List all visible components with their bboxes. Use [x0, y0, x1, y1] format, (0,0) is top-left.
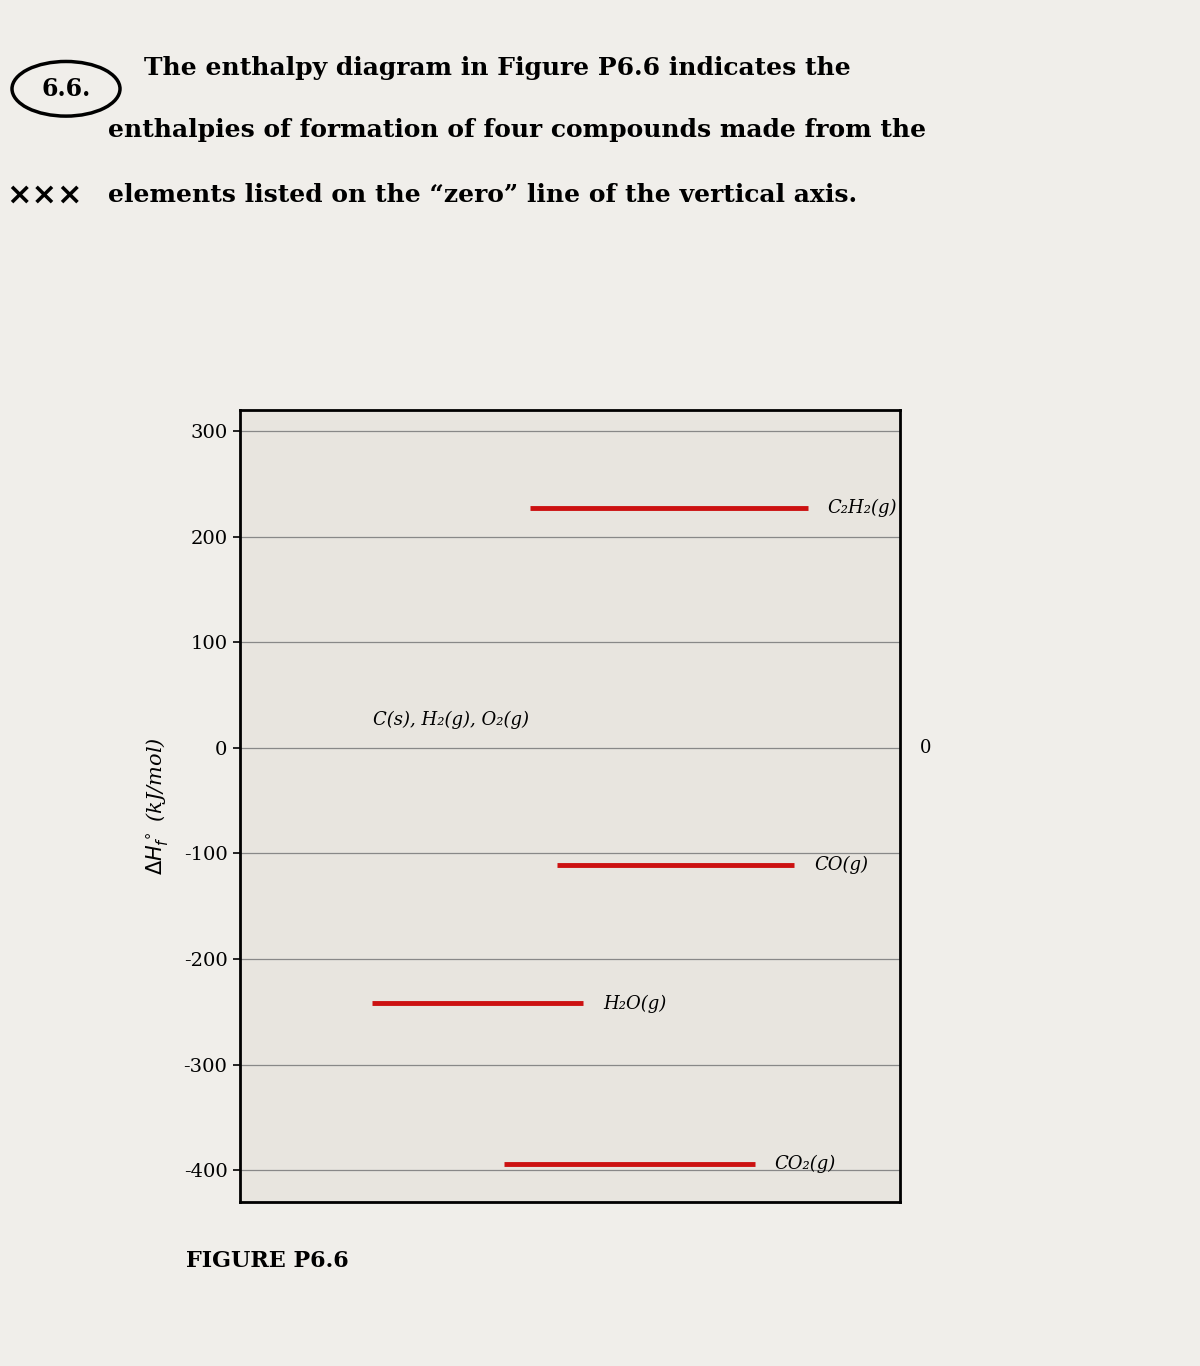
- Text: C(s), H₂(g), O₂(g): C(s), H₂(g), O₂(g): [373, 710, 529, 729]
- Text: CO(g): CO(g): [815, 856, 869, 874]
- Text: H₂O(g): H₂O(g): [604, 994, 666, 1012]
- Text: CO₂(g): CO₂(g): [775, 1154, 836, 1173]
- Text: ×××: ×××: [6, 180, 83, 209]
- Text: elements listed on the “zero” line of the vertical axis.: elements listed on the “zero” line of th…: [108, 183, 857, 206]
- Y-axis label: $\Delta H_f^\circ\ \mathregular{(kJ/mol)}$: $\Delta H_f^\circ\ \mathregular{(kJ/mol)…: [144, 736, 169, 876]
- Text: 6.6.: 6.6.: [41, 76, 91, 101]
- Text: The enthalpy diagram in Figure P6.6 indicates the: The enthalpy diagram in Figure P6.6 indi…: [144, 56, 851, 81]
- Text: FIGURE P6.6: FIGURE P6.6: [186, 1250, 349, 1272]
- Text: enthalpies of formation of four compounds made from the: enthalpies of formation of four compound…: [108, 117, 926, 142]
- Text: C₂H₂(g): C₂H₂(g): [828, 499, 896, 518]
- Text: 0: 0: [920, 739, 931, 757]
